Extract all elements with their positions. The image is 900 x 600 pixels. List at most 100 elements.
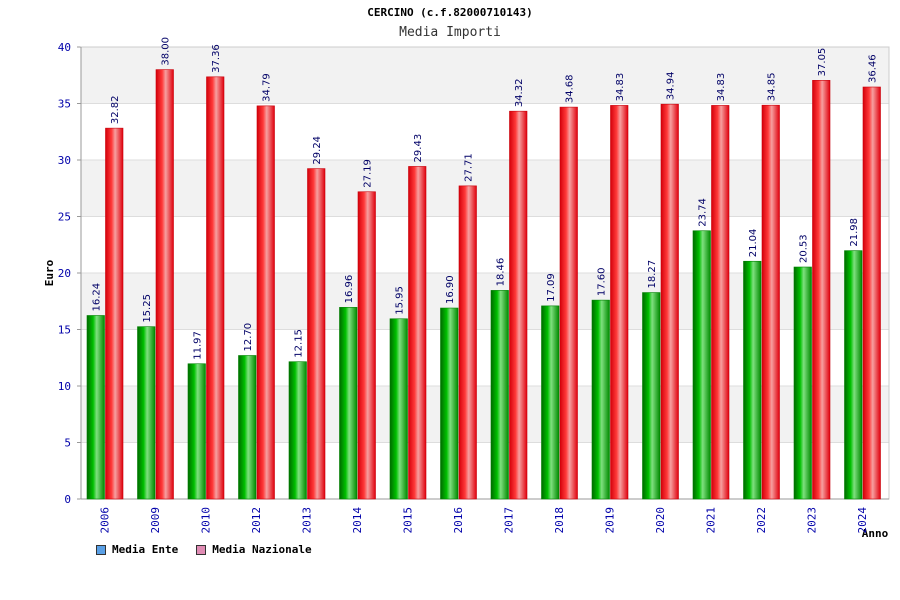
x-tick-label: 2015 bbox=[402, 507, 415, 534]
data-label: 12.15 bbox=[294, 329, 305, 358]
x-tick-label: 2009 bbox=[149, 507, 162, 534]
data-label: 18.46 bbox=[496, 258, 507, 287]
data-label: 17.09 bbox=[546, 273, 557, 302]
data-label: 27.19 bbox=[363, 159, 374, 188]
bar-media-ente bbox=[591, 299, 610, 500]
data-label: 16.90 bbox=[445, 275, 456, 304]
bar-media-nazionale bbox=[206, 76, 225, 500]
legend-item-media-ente: Media Ente bbox=[96, 543, 178, 556]
data-label: 37.36 bbox=[211, 44, 222, 73]
x-tick-label: 2014 bbox=[351, 507, 364, 534]
bar-media-nazionale bbox=[408, 166, 427, 500]
data-label: 16.24 bbox=[92, 283, 103, 312]
data-label: 20.53 bbox=[799, 234, 810, 263]
data-label: 21.98 bbox=[849, 218, 860, 247]
bar-media-ente bbox=[339, 307, 358, 500]
bar-media-nazionale bbox=[761, 104, 780, 500]
bar-media-nazionale bbox=[559, 106, 578, 500]
data-label: 11.97 bbox=[193, 331, 204, 360]
data-label: 34.68 bbox=[565, 74, 576, 103]
bar-media-nazionale bbox=[862, 86, 881, 500]
y-tick-label: 20 bbox=[58, 267, 71, 280]
y-tick-label: 10 bbox=[58, 380, 71, 393]
data-label: 32.82 bbox=[110, 95, 121, 124]
bar-media-nazionale bbox=[357, 191, 376, 500]
bar-media-ente bbox=[541, 305, 560, 500]
bar-media-ente bbox=[137, 326, 156, 500]
x-tick-label: 2017 bbox=[503, 507, 516, 534]
data-label: 37.05 bbox=[817, 48, 828, 77]
y-tick-label: 15 bbox=[58, 324, 71, 337]
chart-subtitle: Media Importi bbox=[399, 25, 501, 40]
legend: Media Ente Media Nazionale bbox=[96, 543, 312, 556]
x-tick-label: 2024 bbox=[856, 507, 869, 534]
x-axis-label: Anno bbox=[862, 527, 889, 540]
chart-title: CERCINO (c.f.82000710143) bbox=[367, 6, 533, 19]
data-label: 34.83 bbox=[716, 73, 727, 102]
data-label: 18.27 bbox=[647, 260, 658, 289]
bar-media-ente bbox=[86, 315, 105, 500]
y-tick-label: 25 bbox=[58, 211, 71, 224]
x-tick-label: 2012 bbox=[250, 507, 263, 534]
data-label: 17.60 bbox=[597, 267, 608, 296]
bar-media-ente bbox=[743, 260, 762, 500]
data-label: 38.00 bbox=[161, 37, 172, 66]
bar-media-nazionale bbox=[660, 103, 679, 500]
x-tick-label: 2010 bbox=[200, 507, 213, 534]
bar-media-nazionale bbox=[105, 127, 124, 500]
data-label: 36.46 bbox=[868, 54, 879, 83]
bar-media-ente bbox=[389, 318, 408, 500]
bar-media-nazionale bbox=[509, 110, 528, 500]
data-label: 34.85 bbox=[767, 73, 778, 102]
legend-swatch-media-nazionale bbox=[196, 544, 207, 555]
data-label: 34.83 bbox=[615, 73, 626, 102]
data-label: 12.70 bbox=[243, 323, 254, 352]
x-tick-label: 2013 bbox=[301, 507, 314, 534]
bar-media-nazionale bbox=[307, 168, 326, 500]
data-label: 27.71 bbox=[464, 153, 475, 182]
legend-swatch-media-ente bbox=[96, 544, 106, 555]
x-tick-label: 2006 bbox=[99, 507, 112, 534]
y-tick-label: 0 bbox=[64, 493, 71, 506]
data-label: 29.24 bbox=[312, 136, 323, 165]
x-tick-label: 2021 bbox=[705, 507, 718, 534]
data-label: 29.43 bbox=[413, 134, 424, 163]
bar-media-nazionale bbox=[812, 80, 831, 500]
y-axis-label: Euro bbox=[43, 259, 56, 286]
data-label: 16.96 bbox=[344, 275, 355, 304]
y-tick-label: 40 bbox=[58, 41, 71, 54]
bar-media-ente bbox=[490, 290, 509, 500]
bar-media-nazionale bbox=[711, 105, 730, 500]
data-label: 23.74 bbox=[698, 198, 709, 227]
data-label: 15.25 bbox=[142, 294, 153, 323]
x-tick-label: 2016 bbox=[452, 507, 465, 534]
data-label: 34.32 bbox=[514, 79, 525, 108]
bar-media-ente bbox=[642, 292, 661, 500]
bar-media-nazionale bbox=[256, 105, 275, 500]
y-tick-label: 30 bbox=[58, 154, 71, 167]
legend-label-media-nazionale: Media Nazionale bbox=[212, 543, 312, 556]
x-tick-label: 2020 bbox=[654, 507, 667, 534]
bar-media-nazionale bbox=[155, 69, 174, 500]
x-tick-label: 2019 bbox=[604, 507, 617, 534]
bar-media-ente bbox=[844, 250, 863, 500]
data-label: 34.94 bbox=[666, 72, 677, 101]
legend-label-media-ente: Media Ente bbox=[112, 543, 179, 556]
x-tick-label: 2018 bbox=[553, 507, 566, 534]
bar-media-ente bbox=[440, 307, 459, 500]
y-tick-label: 5 bbox=[64, 437, 71, 450]
bar-media-nazionale bbox=[458, 185, 477, 500]
bar-media-ente bbox=[793, 266, 812, 500]
x-tick-label: 2022 bbox=[755, 507, 768, 534]
x-tick-label: 2023 bbox=[806, 507, 819, 534]
data-label: 34.79 bbox=[262, 73, 273, 102]
bar-media-ente bbox=[692, 230, 711, 500]
bar-media-ente bbox=[288, 361, 307, 500]
legend-item-media-nazionale: Media Nazionale bbox=[196, 543, 312, 556]
bar-media-nazionale bbox=[610, 105, 629, 500]
y-tick-label: 35 bbox=[58, 98, 71, 111]
data-label: 15.95 bbox=[395, 286, 406, 315]
bar-media-ente bbox=[187, 363, 206, 500]
data-label: 21.04 bbox=[748, 229, 759, 258]
